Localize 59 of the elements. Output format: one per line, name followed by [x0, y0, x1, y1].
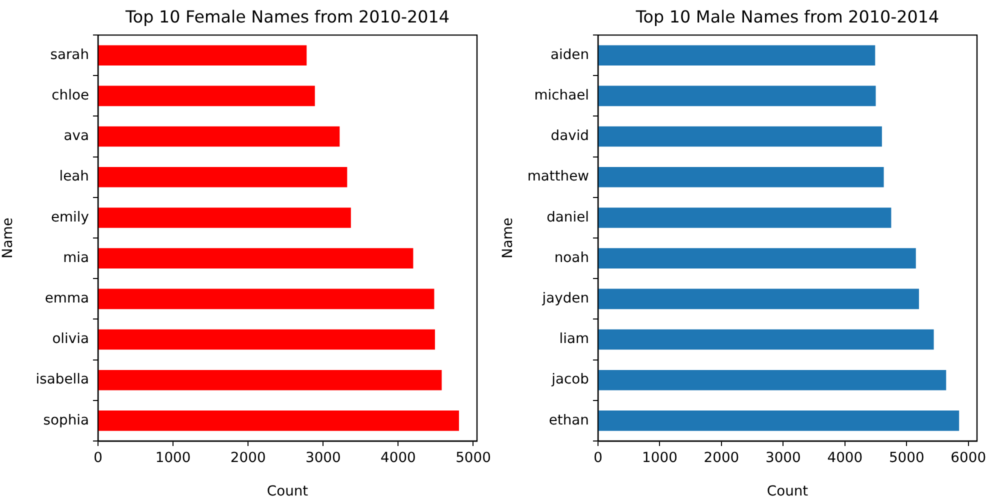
x-axis-title: Count	[766, 483, 809, 500]
bar	[98, 45, 307, 66]
y-tick-label: noah	[554, 250, 589, 266]
y-tick-label: olivia	[52, 331, 89, 348]
y-tick-label: sarah	[50, 46, 89, 63]
chart-title: Top 10 Male Names from 2010-2014	[634, 6, 940, 26]
x-tick-label: 5000	[888, 450, 924, 466]
x-tick-label: 1000	[155, 450, 191, 466]
x-tick-label: 3000	[305, 450, 341, 466]
y-tick-label: mia	[63, 250, 89, 266]
x-tick-label: 0	[594, 450, 602, 466]
bar	[98, 288, 434, 310]
bar	[98, 166, 348, 188]
x-tick-label: 1000	[642, 450, 678, 466]
bar	[598, 329, 934, 350]
x-tick-label: 0	[94, 450, 102, 466]
bar	[98, 208, 351, 228]
bar	[598, 208, 892, 228]
x-tick-label: 4000	[380, 450, 416, 466]
x-tick-label: 3000	[766, 450, 801, 466]
bar	[598, 166, 884, 188]
bar	[598, 45, 876, 66]
y-tick-label: emily	[50, 209, 89, 226]
bar	[598, 288, 919, 310]
bar	[598, 410, 960, 431]
y-tick-label: emma	[44, 290, 89, 307]
bar	[598, 248, 916, 268]
y-axis-title: Name	[500, 218, 516, 259]
x-tick-label: 2000	[230, 450, 266, 466]
y-tick-label: chloe	[52, 88, 89, 104]
y-tick-label: daniel	[546, 209, 589, 226]
bar	[98, 370, 442, 390]
x-tick-label: 2000	[704, 450, 740, 466]
y-tick-label: michael	[534, 88, 589, 104]
chart-title: Top 10 Female Names from 2010-2014	[124, 6, 450, 26]
x-tick-label: 5000	[456, 450, 491, 466]
y-tick-label: isabella	[36, 372, 89, 388]
bar	[598, 86, 876, 106]
y-tick-label: leah	[59, 168, 89, 185]
y-tick-label: aiden	[550, 46, 589, 63]
bar	[598, 370, 946, 390]
y-tick-label: ava	[64, 128, 89, 144]
y-tick-label: jayden	[541, 290, 589, 307]
y-tick-label: matthew	[527, 168, 589, 185]
y-axis-title: Name	[0, 218, 16, 259]
bar	[98, 329, 435, 350]
x-tick-label: 6000	[950, 450, 986, 466]
y-tick-label: ethan	[548, 412, 589, 428]
x-tick-label: 4000	[827, 450, 863, 466]
bar	[98, 248, 414, 268]
bar	[98, 410, 459, 431]
y-tick-label: liam	[559, 331, 589, 348]
bar	[98, 126, 340, 147]
bar	[98, 86, 315, 106]
y-tick-label: sophia	[43, 412, 89, 428]
y-tick-label: david	[550, 128, 589, 144]
x-axis-title: Count	[266, 483, 309, 500]
y-tick-label: jacob	[550, 372, 590, 388]
bar	[598, 126, 882, 147]
